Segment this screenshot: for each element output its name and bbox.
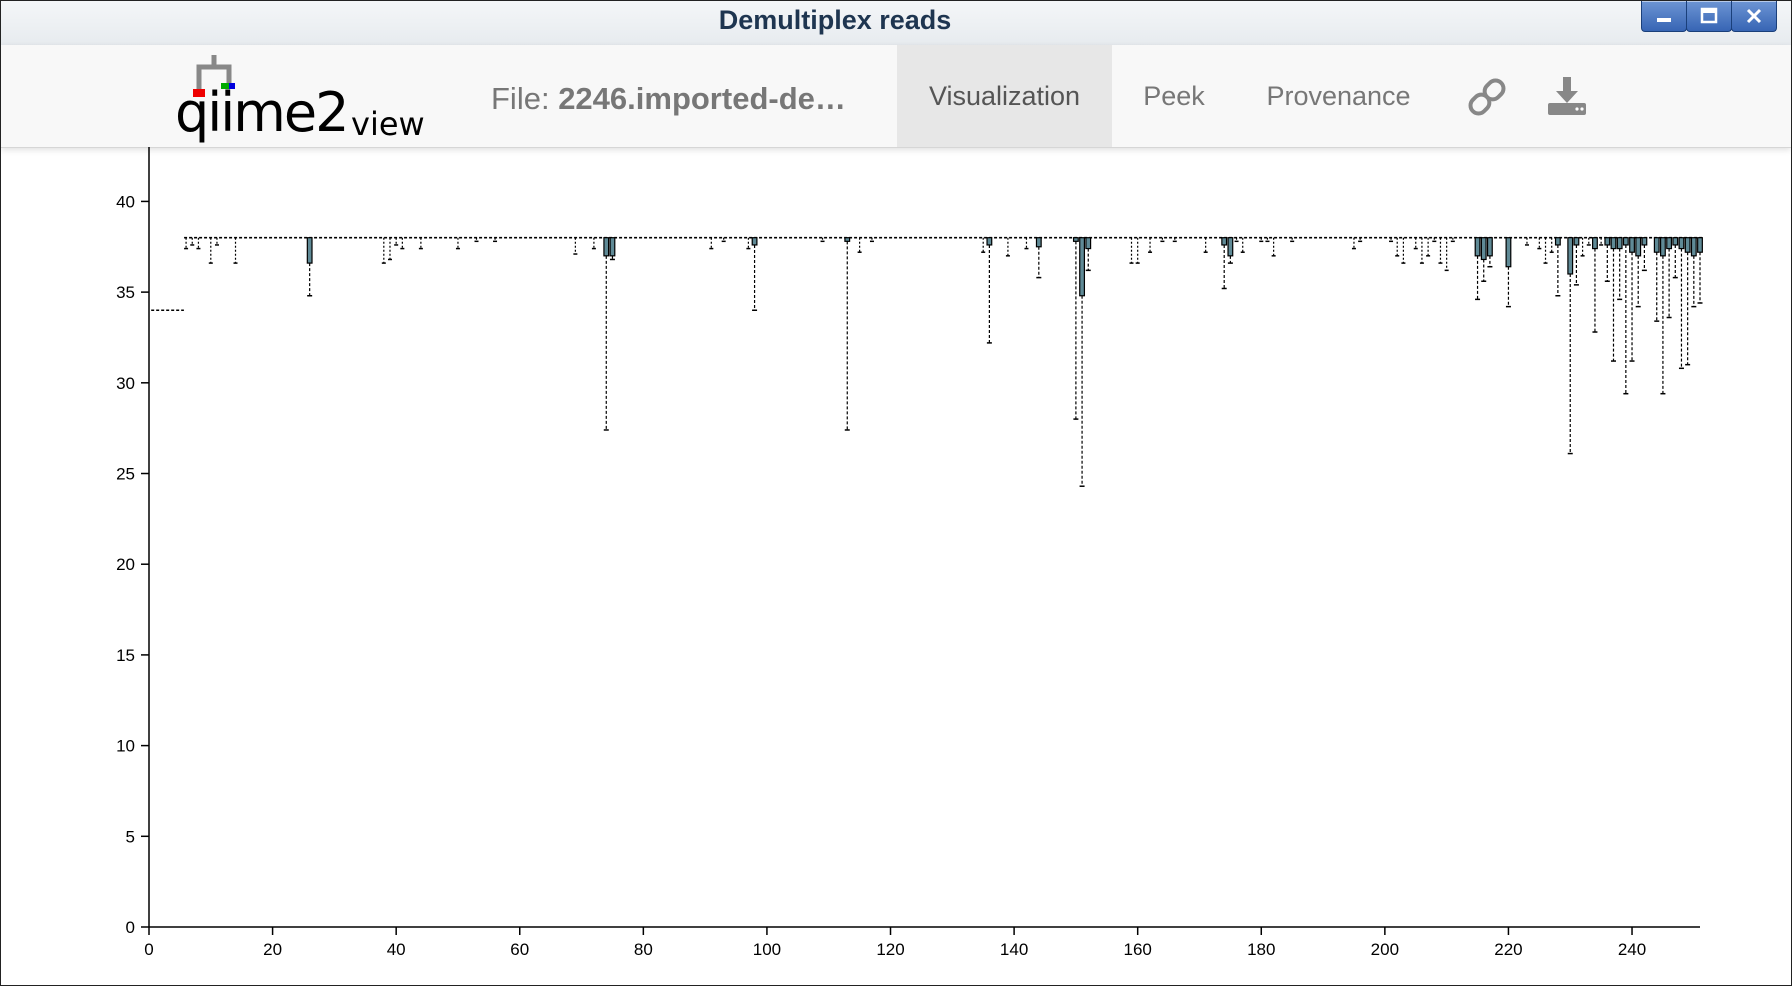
box: [1221, 237, 1228, 246]
x-tick-label: 20: [263, 940, 282, 959]
y-tick-label: 10: [116, 737, 135, 756]
x-tick-label: 240: [1618, 940, 1646, 959]
y-tick-label: 35: [116, 283, 135, 302]
box: [1505, 237, 1512, 268]
x-tick-label: 140: [1000, 940, 1028, 959]
box: [1480, 237, 1487, 261]
quality-chart-area: 0 5 10 15 20 25 30 35 40 0 20 40 60 80 100 120 140 160 180…: [1, 147, 1791, 985]
box: [1690, 237, 1697, 257]
x-tick-label: 220: [1494, 940, 1522, 959]
window-title: Demultiplex reads: [718, 5, 952, 35]
logo-main-text: qiime2: [175, 81, 349, 144]
box: [1085, 237, 1092, 250]
y-tick-label: 0: [126, 918, 135, 937]
y-tick-label: 15: [116, 646, 135, 665]
y-tick-label: 20: [116, 555, 135, 574]
link-icon[interactable]: [1463, 73, 1511, 121]
box: [1592, 237, 1598, 250]
title-bar[interactable]: Demultiplex reads: [1, 1, 1791, 45]
box: [306, 237, 313, 264]
box: [1079, 237, 1086, 297]
box: [1573, 237, 1580, 246]
box: [1684, 237, 1691, 253]
maximize-icon[interactable]: [1686, 1, 1732, 32]
box: [1035, 237, 1042, 248]
box: [1672, 237, 1679, 246]
box: [603, 237, 610, 257]
logo-sub-text: view: [351, 105, 425, 143]
x-tick-label: 120: [876, 940, 904, 959]
box: [1666, 237, 1673, 250]
box: [751, 237, 758, 246]
close-icon[interactable]: [1731, 1, 1777, 32]
qiime2view-logo[interactable]: qiime2 view: [171, 53, 441, 145]
x-tick-label: 180: [1247, 940, 1275, 959]
y-tick-label: 5: [126, 827, 135, 846]
tab-visualization[interactable]: Visualization: [897, 45, 1112, 147]
top-navbar: qiime2 view File: 2246.imported-de… Visu…: [1, 45, 1791, 148]
x-tick-label: 40: [387, 940, 406, 959]
box: [1486, 237, 1493, 257]
file-name-label: File: 2246.imported-de…: [491, 81, 846, 117]
window-controls: [1641, 1, 1777, 32]
box: [1072, 237, 1079, 242]
file-prefix: File:: [491, 81, 559, 116]
y-tick-label: 25: [116, 465, 135, 484]
quality-boxplot-chart: 0 5 10 15 20 25 30 35 40 0 20 40 60 80 100 120 140 160 180…: [116, 147, 1703, 959]
box: [1227, 237, 1234, 257]
file-name: 2246.imported-de…: [558, 81, 846, 116]
x-tick-label: 160: [1123, 940, 1151, 959]
tab-provenance[interactable]: Provenance: [1266, 80, 1411, 111]
box: [986, 237, 993, 246]
box: [1635, 237, 1642, 257]
y-tick-label: 30: [116, 374, 135, 393]
box: [1659, 237, 1666, 257]
box: [1641, 237, 1648, 246]
box: [1616, 237, 1623, 250]
box: [844, 237, 851, 242]
box: [1622, 237, 1629, 246]
box: [1567, 237, 1574, 275]
box: [1610, 237, 1617, 250]
box: [1678, 237, 1685, 250]
box: [609, 237, 616, 257]
minimize-icon[interactable]: [1641, 1, 1687, 32]
box: [1653, 237, 1660, 253]
box: [1697, 237, 1703, 253]
x-tick-label: 60: [510, 940, 529, 959]
tab-peek[interactable]: Peek: [1143, 80, 1205, 111]
logo-tree-icon: [193, 55, 235, 97]
x-tick-label: 200: [1371, 940, 1399, 959]
download-icon[interactable]: [1543, 73, 1591, 121]
box: [1554, 237, 1561, 246]
x-tick-label: 80: [634, 940, 653, 959]
y-tick-label: 40: [116, 192, 135, 211]
x-tick-label: 100: [753, 940, 781, 959]
x-tick-label: 0: [144, 940, 153, 959]
box: [1629, 237, 1635, 253]
box: [1604, 237, 1611, 246]
box: [1474, 237, 1481, 257]
